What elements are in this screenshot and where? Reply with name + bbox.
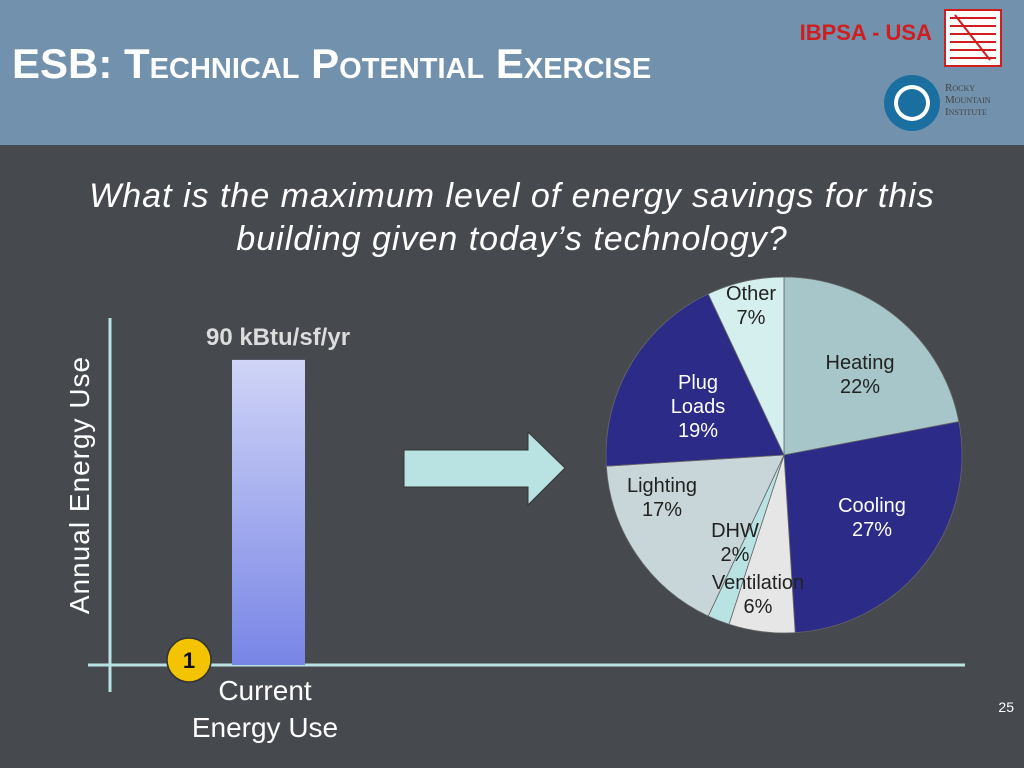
logo-text: Rocky Mountain Institute <box>945 82 991 118</box>
ibpsa-logo <box>944 9 1002 67</box>
pie-value-label: 22% <box>839 376 881 398</box>
pie-value-label: 19% <box>677 420 719 442</box>
pie-slice <box>605 454 785 617</box>
pie-label: Plug Loads 19% <box>663 371 733 443</box>
arrow <box>403 430 566 507</box>
pie-value-label: 2% <box>720 544 750 566</box>
question: What is the maximum level of energy savi… <box>89 177 935 258</box>
pie-value-label: 17% <box>641 499 683 521</box>
pie-value-label: 7% <box>736 307 766 329</box>
pie-category: Cooling <box>838 495 906 517</box>
pie-slice <box>605 293 785 467</box>
bar-value-label: 90 kBtu/sf/yr <box>205 324 351 351</box>
pie-category: Lighting <box>626 475 698 497</box>
org-name: IBPSA - USA <box>799 20 932 45</box>
pie-label: DHW 2% <box>670 519 800 567</box>
pie-category: Ventilation <box>711 572 805 594</box>
pie-label: Heating 22% <box>795 351 925 399</box>
step-marker <box>166 637 212 683</box>
pie-slice <box>783 276 960 456</box>
pie-slice <box>783 421 963 634</box>
x-category-label: Current Energy Use <box>191 675 339 743</box>
page-number: 25 <box>998 699 1014 715</box>
slide-title: ESB: Technical Potential Exercise <box>12 40 652 87</box>
pie-label: Ventilation 6% <box>693 571 823 619</box>
pie-category: Other <box>725 283 777 305</box>
pie-value-label: 6% <box>743 596 773 618</box>
y-axis-label: Annual Energy Use <box>64 355 95 615</box>
pie-category: Plug Loads <box>670 372 726 418</box>
pie-category: DHW <box>711 520 759 542</box>
header-band <box>0 0 1024 145</box>
pie-slice <box>707 276 785 456</box>
pie-label: Other 7% <box>686 282 816 330</box>
pie-category: Heating <box>825 352 895 374</box>
bar-shine <box>232 359 305 665</box>
pie-label: Cooling 27% <box>807 494 937 542</box>
pie-value-label: 27% <box>851 519 893 541</box>
rmi-logo <box>884 75 940 131</box>
pie-label: Lighting 17% <box>597 474 727 522</box>
step-number: 1 <box>183 648 195 673</box>
